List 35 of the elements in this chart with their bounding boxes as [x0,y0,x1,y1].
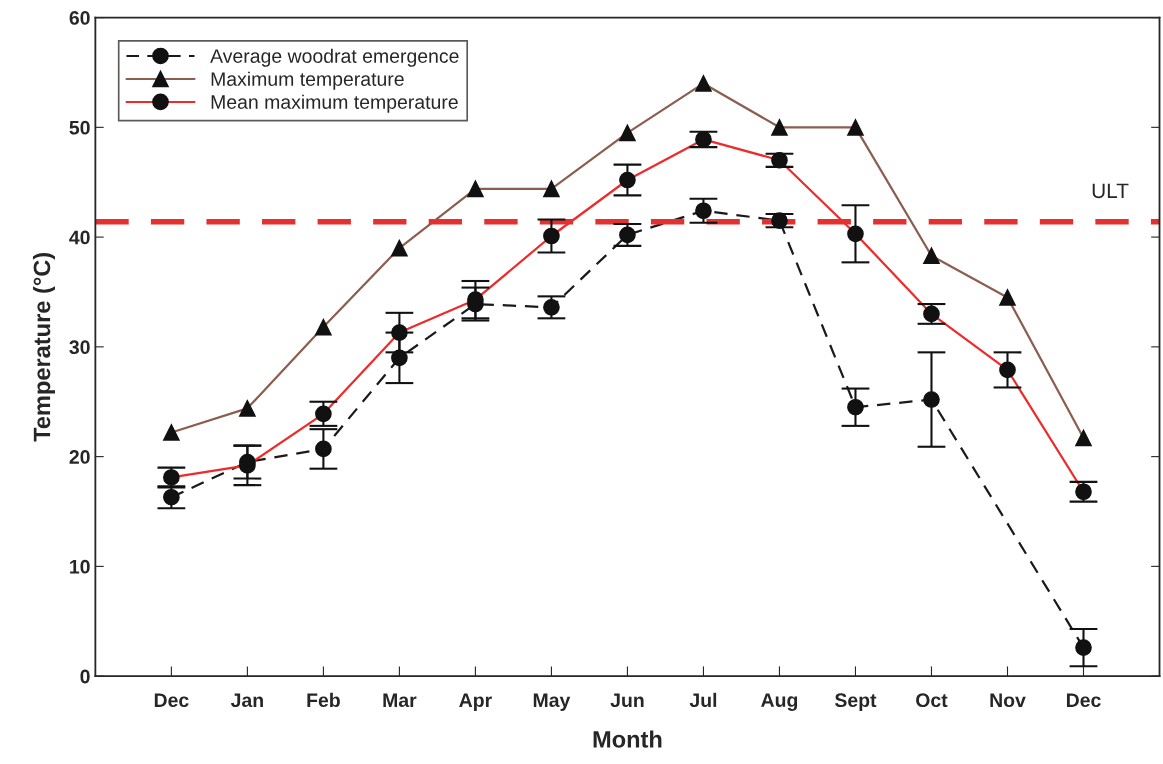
x-tick-label: May [533,693,571,711]
point [391,349,408,367]
y-axis-title: Temperature (°C) [32,252,55,442]
legend-label: Maximum temperature [211,71,404,90]
legend-label: Average woodrat emergence [210,48,459,67]
y-tick-label: 50 [69,120,90,135]
legend-label: Mean maximum temperature [211,94,458,113]
x-axis-title: Month [593,730,662,748]
x-tick-label: Dec [1066,693,1101,708]
x-tick-label: Mar [383,693,417,708]
y-tick-label: 20 [69,450,90,464]
y-tick-label: 40 [69,230,90,245]
point [315,440,332,458]
x-tick-label: Aug [761,693,798,711]
y-tick-label: 0 [80,669,90,684]
x-tick-label: Feb [307,692,340,708]
x-tick-label: Jul [689,692,717,708]
x-tick-label: Oct [916,693,948,708]
x-tick-label: Jun [610,693,644,708]
point [695,202,712,220]
x-tick-label: Apr [459,693,492,711]
point [543,299,560,316]
y-tick-label: 10 [70,559,90,574]
point [923,391,940,408]
x-tick-label: Dec [154,693,189,708]
y-tick-label: 60 [69,11,90,25]
ref-line-label: ULT [1092,183,1129,199]
point [847,398,864,416]
x-tick-label: Jan [230,693,263,708]
point [1075,639,1092,656]
point [619,226,636,244]
point [771,212,788,229]
x-tick-label: Sept [834,693,877,711]
x-tick-label: Nov [990,693,1026,708]
y-tick-label: 30 [69,340,90,355]
